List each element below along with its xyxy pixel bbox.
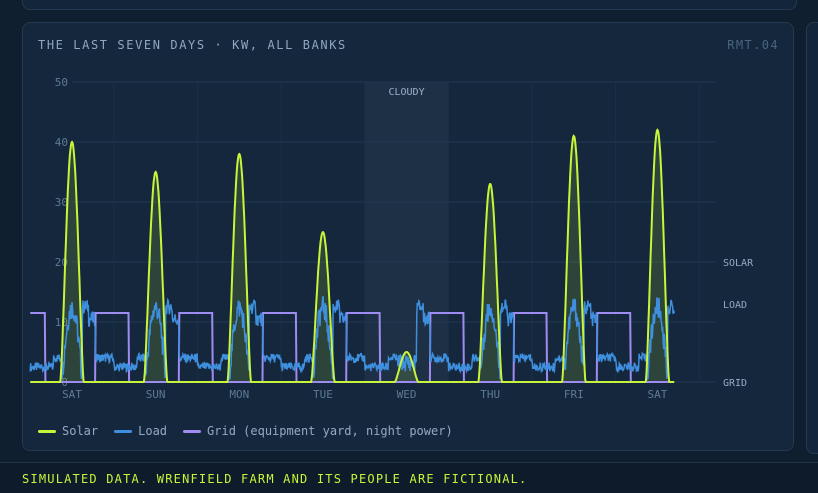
legend-label-solar: Solar <box>62 424 99 438</box>
end-label-load: LOAD <box>723 300 747 311</box>
y-tick-label: 30 <box>55 196 68 209</box>
x-tick-label: WED <box>397 388 417 401</box>
adjacent-card-edge <box>806 22 818 454</box>
x-tick-label: FRI <box>564 388 584 401</box>
x-tick-label: SAT <box>648 388 668 401</box>
x-tick-label: SAT <box>62 388 82 401</box>
x-tick-label: TUE <box>313 388 333 401</box>
end-label-grid: GRID <box>723 378 747 389</box>
chart-card: THE LAST SEVEN DAYS · KW, ALL BANKS RMT.… <box>22 22 794 451</box>
y-tick-label: 50 <box>55 76 68 89</box>
legend-item-load[interactable]: Load <box>114 424 167 438</box>
cloudy-band <box>364 82 449 382</box>
y-tick-label: 10 <box>55 316 68 329</box>
footer-disclaimer: SIMULATED DATA. WRENFIELD FARM AND ITS P… <box>22 472 528 486</box>
chart-code: RMT.04 <box>727 38 779 52</box>
legend-label-load: Load <box>138 424 168 438</box>
legend-label-grid: Grid (equipment yard, night power) <box>207 424 453 438</box>
load-swatch-icon <box>114 429 133 433</box>
series-load-line <box>29 296 675 382</box>
previous-card-edge <box>22 0 797 10</box>
end-label-solar: SOLAR <box>723 258 754 269</box>
series-solar-line <box>30 128 675 383</box>
chart-title: THE LAST SEVEN DAYS · KW, ALL BANKS <box>38 38 347 52</box>
x-tick-label: SUN <box>146 388 166 401</box>
y-tick-label: 40 <box>55 136 68 149</box>
legend-item-grid[interactable]: Grid (equipment yard, night power) <box>183 424 453 438</box>
solar-area <box>30 130 675 382</box>
cloudy-label: CLOUDY <box>388 87 424 98</box>
solar-swatch-icon <box>38 429 56 433</box>
footer-bar: SIMULATED DATA. WRENFIELD FARM AND ITS P… <box>0 462 818 493</box>
x-tick-label: MON <box>229 388 249 401</box>
x-tick-label: THU <box>480 388 500 401</box>
legend-item-solar[interactable]: Solar <box>38 424 98 438</box>
grid-swatch-icon <box>183 429 202 433</box>
chart-legend: Solar Load Grid (equipment yard, night p… <box>38 424 453 438</box>
